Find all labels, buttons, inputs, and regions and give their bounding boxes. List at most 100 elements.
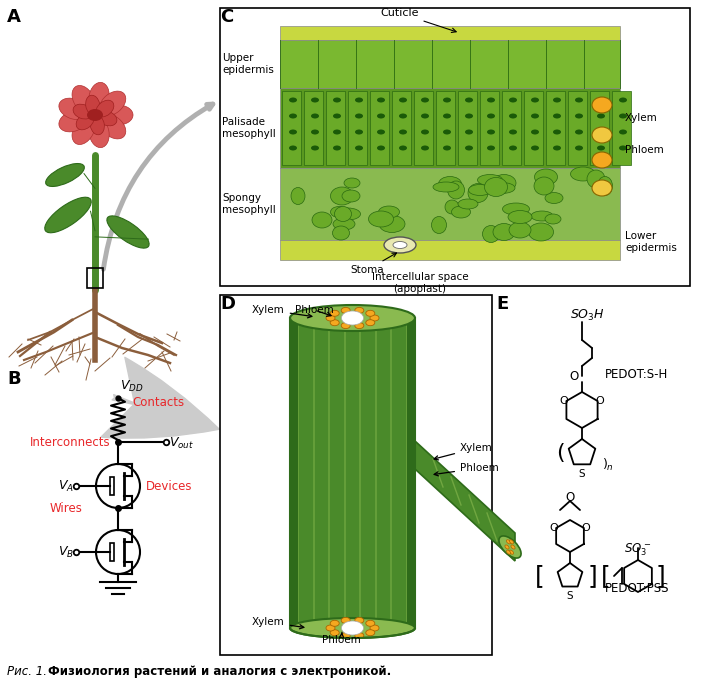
Bar — [326, 91, 345, 165]
Ellipse shape — [98, 111, 117, 126]
Text: Lower
epidermis: Lower epidermis — [625, 232, 677, 253]
Text: O: O — [565, 491, 575, 504]
Text: PEDOT:S-H: PEDOT:S-H — [605, 369, 668, 382]
Polygon shape — [557, 563, 583, 587]
Ellipse shape — [336, 208, 361, 220]
Ellipse shape — [355, 617, 364, 623]
Ellipse shape — [333, 218, 355, 230]
Bar — [590, 91, 609, 165]
Ellipse shape — [355, 308, 364, 314]
Ellipse shape — [377, 113, 385, 119]
Text: Spongy
mesophyll: Spongy mesophyll — [222, 194, 276, 215]
Ellipse shape — [333, 145, 341, 151]
Bar — [304, 91, 323, 165]
Ellipse shape — [366, 629, 375, 636]
Ellipse shape — [484, 177, 508, 196]
Text: Phloem: Phloem — [625, 145, 664, 155]
Ellipse shape — [311, 113, 319, 119]
Text: (: ( — [556, 443, 564, 463]
Ellipse shape — [482, 225, 500, 242]
Ellipse shape — [531, 98, 539, 103]
Ellipse shape — [100, 91, 126, 115]
Ellipse shape — [511, 545, 515, 549]
Text: $V_{DD}$: $V_{DD}$ — [120, 379, 144, 394]
Text: O: O — [550, 523, 558, 533]
Ellipse shape — [341, 308, 350, 314]
Ellipse shape — [499, 536, 521, 558]
Ellipse shape — [355, 145, 363, 151]
Text: O: O — [569, 369, 578, 382]
Bar — [568, 91, 587, 165]
Ellipse shape — [421, 98, 429, 103]
Ellipse shape — [510, 550, 514, 554]
Ellipse shape — [575, 98, 583, 103]
Text: Stoma: Stoma — [350, 253, 397, 275]
Bar — [280, 240, 620, 260]
Ellipse shape — [433, 182, 459, 192]
Ellipse shape — [439, 177, 461, 191]
Text: Interconnects: Interconnects — [30, 435, 111, 449]
Ellipse shape — [46, 164, 84, 187]
Ellipse shape — [443, 130, 451, 134]
Text: Contacts: Contacts — [132, 395, 184, 409]
Ellipse shape — [76, 113, 94, 130]
Ellipse shape — [369, 211, 394, 227]
Ellipse shape — [393, 242, 407, 249]
Text: Intercellular space
(apoplast): Intercellular space (apoplast) — [371, 272, 468, 293]
Circle shape — [96, 530, 140, 574]
Bar — [220, 295, 492, 655]
Ellipse shape — [619, 113, 627, 119]
Bar — [290, 318, 415, 628]
Ellipse shape — [87, 109, 103, 121]
Text: Devices: Devices — [146, 479, 192, 492]
Ellipse shape — [432, 217, 446, 234]
Ellipse shape — [619, 130, 627, 134]
Bar — [348, 91, 367, 165]
Ellipse shape — [311, 145, 319, 151]
Ellipse shape — [443, 113, 451, 119]
Text: Xylem: Xylem — [252, 617, 304, 629]
Bar — [110, 477, 114, 495]
Ellipse shape — [331, 187, 354, 205]
Text: $V_B$: $V_B$ — [58, 545, 74, 559]
Ellipse shape — [553, 113, 561, 119]
Ellipse shape — [330, 320, 339, 326]
Ellipse shape — [493, 223, 515, 240]
Ellipse shape — [326, 315, 335, 321]
Ellipse shape — [72, 86, 95, 113]
Polygon shape — [624, 560, 652, 592]
Ellipse shape — [505, 545, 509, 549]
Ellipse shape — [72, 117, 95, 145]
Text: Wires: Wires — [50, 502, 83, 515]
Ellipse shape — [312, 212, 332, 228]
Ellipse shape — [592, 127, 612, 143]
Ellipse shape — [421, 130, 429, 134]
Ellipse shape — [331, 206, 347, 217]
Ellipse shape — [465, 113, 473, 119]
Bar — [220, 8, 690, 286]
Ellipse shape — [289, 145, 297, 151]
Ellipse shape — [355, 633, 364, 639]
Text: O: O — [582, 523, 590, 533]
Ellipse shape — [333, 98, 341, 103]
Ellipse shape — [366, 621, 375, 626]
Ellipse shape — [592, 180, 612, 196]
Bar — [546, 91, 565, 165]
Text: Xylem: Xylem — [252, 305, 312, 318]
Ellipse shape — [477, 175, 503, 185]
Ellipse shape — [465, 145, 473, 151]
Ellipse shape — [465, 98, 473, 103]
Ellipse shape — [509, 222, 531, 238]
Ellipse shape — [509, 130, 517, 134]
Bar — [458, 91, 477, 165]
Ellipse shape — [384, 237, 416, 253]
Ellipse shape — [503, 203, 529, 215]
Ellipse shape — [377, 130, 385, 134]
Ellipse shape — [370, 625, 379, 631]
Bar — [524, 91, 543, 165]
Ellipse shape — [379, 215, 405, 232]
Ellipse shape — [341, 617, 350, 623]
Ellipse shape — [326, 625, 335, 631]
Ellipse shape — [487, 130, 495, 134]
Text: $SO_3H$: $SO_3H$ — [570, 308, 604, 323]
